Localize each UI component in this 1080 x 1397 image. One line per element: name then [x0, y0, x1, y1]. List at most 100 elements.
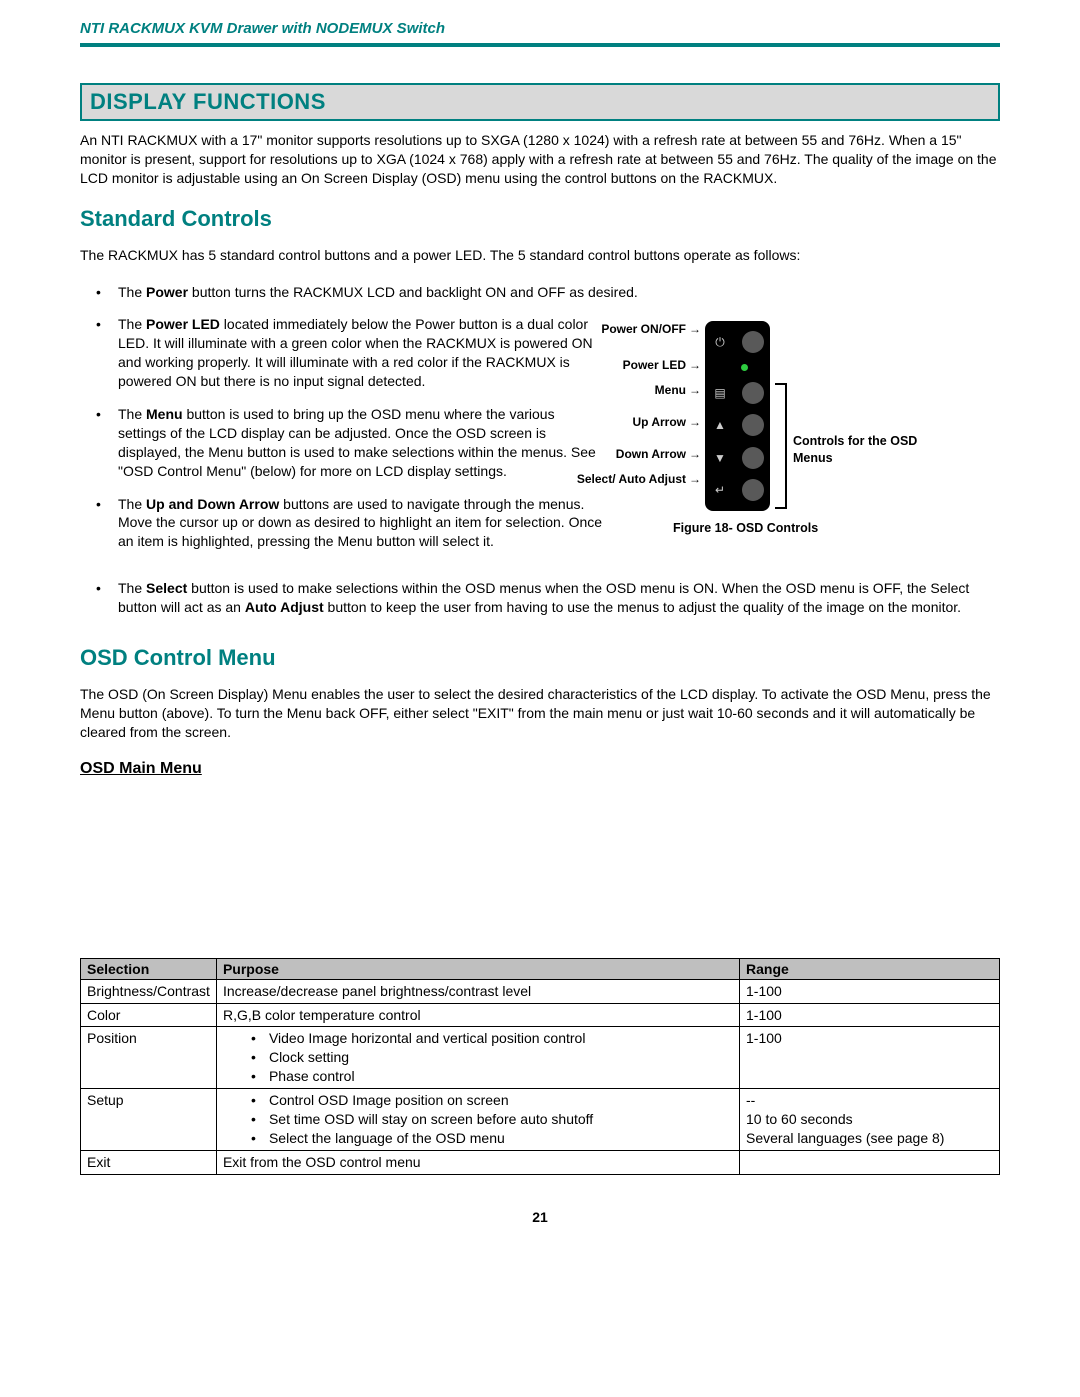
- cell-selection: Exit: [81, 1150, 217, 1174]
- cell-bullet: Video Image horizontal and vertical posi…: [251, 1029, 733, 1048]
- cell-bullets: Video Image horizontal and vertical posi…: [223, 1029, 733, 1086]
- up-button[interactable]: [742, 414, 764, 436]
- bullet-select: The Select button is used to make select…: [96, 579, 1000, 617]
- cell-bullet: Phase control: [251, 1067, 733, 1086]
- range-line: --: [746, 1091, 993, 1110]
- cell-bullet: Select the language of the OSD menu: [251, 1129, 733, 1148]
- cell-range: 1-100: [740, 979, 1000, 1003]
- osd-control-menu-heading: OSD Control Menu: [80, 645, 1000, 671]
- range-line: 10 to 60 seconds: [746, 1110, 993, 1129]
- select-button[interactable]: [742, 479, 764, 501]
- bold-arrows: Up and Down Arrow: [146, 496, 279, 512]
- lbl-power: Power ON/OFF→: [601, 323, 701, 337]
- standard-controls-intro: The RACKMUX has 5 standard control butto…: [80, 246, 1000, 265]
- lbl-up-text: Up Arrow: [632, 415, 686, 429]
- lbl-menu-text: Menu: [655, 383, 686, 397]
- cell-bullet: Control OSD Image position on screen: [251, 1091, 733, 1110]
- lbl-down: Down Arrow→: [616, 447, 701, 461]
- bold-power: Power: [146, 284, 188, 300]
- lbl-up: Up Arrow→: [632, 415, 701, 429]
- th-selection: Selection: [81, 958, 217, 979]
- cell-range: [740, 1150, 1000, 1174]
- bullet-power: The Power button turns the RACKMUX LCD a…: [96, 283, 1000, 302]
- osd-main-menu-table: Selection Purpose Range Brightness/Contr…: [80, 958, 1000, 1175]
- controls-row: The Power LED located immediately below …: [80, 315, 1000, 565]
- bold-menu: Menu: [146, 406, 183, 422]
- menu-button[interactable]: [742, 382, 764, 404]
- bracket-icon: [775, 383, 787, 509]
- controls-left-col: The Power LED located immediately below …: [80, 315, 605, 565]
- text-menu-rest: button is used to bring up the OSD menu …: [118, 406, 596, 479]
- doc-header-title: NTI RACKMUX KVM Drawer with NODEMUX Swit…: [80, 20, 1000, 37]
- section-banner: DISPLAY FUNCTIONS: [80, 83, 1000, 121]
- arrow-icon: →: [689, 415, 701, 429]
- standard-controls-heading: Standard Controls: [80, 206, 1000, 232]
- bracket-label: Controls for the OSD Menus: [793, 433, 953, 466]
- down-arrow-icon: ▼: [711, 452, 729, 464]
- cell-purpose: Exit from the OSD control menu: [216, 1150, 739, 1174]
- down-button[interactable]: [742, 447, 764, 469]
- cell-selection: Position: [81, 1027, 217, 1089]
- arrow-icon: →: [689, 322, 701, 336]
- page-number: 21: [80, 1209, 1000, 1225]
- bold-auto-adjust: Auto Adjust: [245, 599, 324, 615]
- table-row: Position Video Image horizontal and vert…: [81, 1027, 1000, 1089]
- bold-select: Select: [146, 580, 187, 596]
- osd-control-menu-para: The OSD (On Screen Display) Menu enables…: [80, 685, 1000, 742]
- lbl-power-led: Power LED→: [623, 358, 701, 372]
- arrow-icon: →: [689, 447, 701, 461]
- bullet-power-led: The Power LED located immediately below …: [96, 315, 605, 391]
- menu-icon: ▤: [711, 387, 729, 399]
- cell-bullets: Control OSD Image position on screen Set…: [223, 1091, 733, 1148]
- cell-range: -- 10 to 60 seconds Several languages (s…: [740, 1089, 1000, 1151]
- power-led-indicator: [741, 364, 748, 371]
- control-panel: ⏻ ▤ ▲ ▼ ↵: [705, 321, 770, 511]
- enter-icon: ↵: [711, 484, 729, 496]
- up-arrow-icon: ▲: [711, 419, 729, 431]
- lbl-select-text: Select/ Auto Adjust: [577, 472, 686, 486]
- lbl-select: Select/ Auto Adjust→: [577, 473, 701, 487]
- lbl-menu: Menu→: [655, 383, 701, 397]
- osd-main-menu-heading: OSD Main Menu: [80, 760, 1000, 778]
- panel-row-up: ▲: [711, 412, 764, 438]
- figure-caption: Figure 18- OSD Controls: [673, 521, 818, 535]
- table-row: Setup Control OSD Image position on scre…: [81, 1089, 1000, 1151]
- bullet-arrows: The Up and Down Arrow buttons are used t…: [96, 495, 605, 552]
- page: NTI RACKMUX KVM Drawer with NODEMUX Swit…: [0, 0, 1080, 1255]
- power-icon: ⏻: [711, 336, 729, 348]
- arrow-icon: →: [689, 358, 701, 372]
- power-button[interactable]: [742, 331, 764, 353]
- table-row: Brightness/Contrast Increase/decrease pa…: [81, 979, 1000, 1003]
- intro-paragraph: An NTI RACKMUX with a 17" monitor suppor…: [80, 131, 1000, 188]
- power-bullet-list: The Power button turns the RACKMUX LCD a…: [96, 283, 1000, 302]
- cell-purpose: Video Image horizontal and vertical posi…: [216, 1027, 739, 1089]
- text-power-rest: button turns the RACKMUX LCD and backlig…: [188, 284, 638, 300]
- th-range: Range: [740, 958, 1000, 979]
- range-line: Several languages (see page 8): [746, 1129, 993, 1148]
- cell-purpose: R,G,B color temperature control: [216, 1003, 739, 1027]
- panel-row-power: ⏻: [711, 329, 764, 355]
- bold-power-led: Power LED: [146, 316, 220, 332]
- lbl-power-led-text: Power LED: [623, 358, 686, 372]
- th-purpose: Purpose: [216, 958, 739, 979]
- bullet-menu: The Menu button is used to bring up the …: [96, 405, 605, 481]
- remaining-bullets: The Power LED located immediately below …: [96, 315, 605, 551]
- table-row: Color R,G,B color temperature control 1-…: [81, 1003, 1000, 1027]
- panel-row-select: ↵: [711, 477, 764, 503]
- cell-selection: Color: [81, 1003, 217, 1027]
- header-rule: [80, 43, 1000, 47]
- panel-row-down: ▼: [711, 445, 764, 471]
- cell-selection: Brightness/Contrast: [81, 979, 217, 1003]
- select-bullet-list: The Select button is used to make select…: [96, 579, 1000, 617]
- cell-bullet: Clock setting: [251, 1048, 733, 1067]
- arrow-icon: →: [689, 383, 701, 397]
- cell-purpose: Control OSD Image position on screen Set…: [216, 1089, 739, 1151]
- table-header-row: Selection Purpose Range: [81, 958, 1000, 979]
- table-row: Exit Exit from the OSD control menu: [81, 1150, 1000, 1174]
- text-select-rest: button to keep the user from having to u…: [324, 599, 961, 615]
- panel-row-menu: ▤: [711, 380, 764, 406]
- cell-range: 1-100: [740, 1003, 1000, 1027]
- cell-bullet: Set time OSD will stay on screen before …: [251, 1110, 733, 1129]
- cell-selection: Setup: [81, 1089, 217, 1151]
- cell-range: 1-100: [740, 1027, 1000, 1089]
